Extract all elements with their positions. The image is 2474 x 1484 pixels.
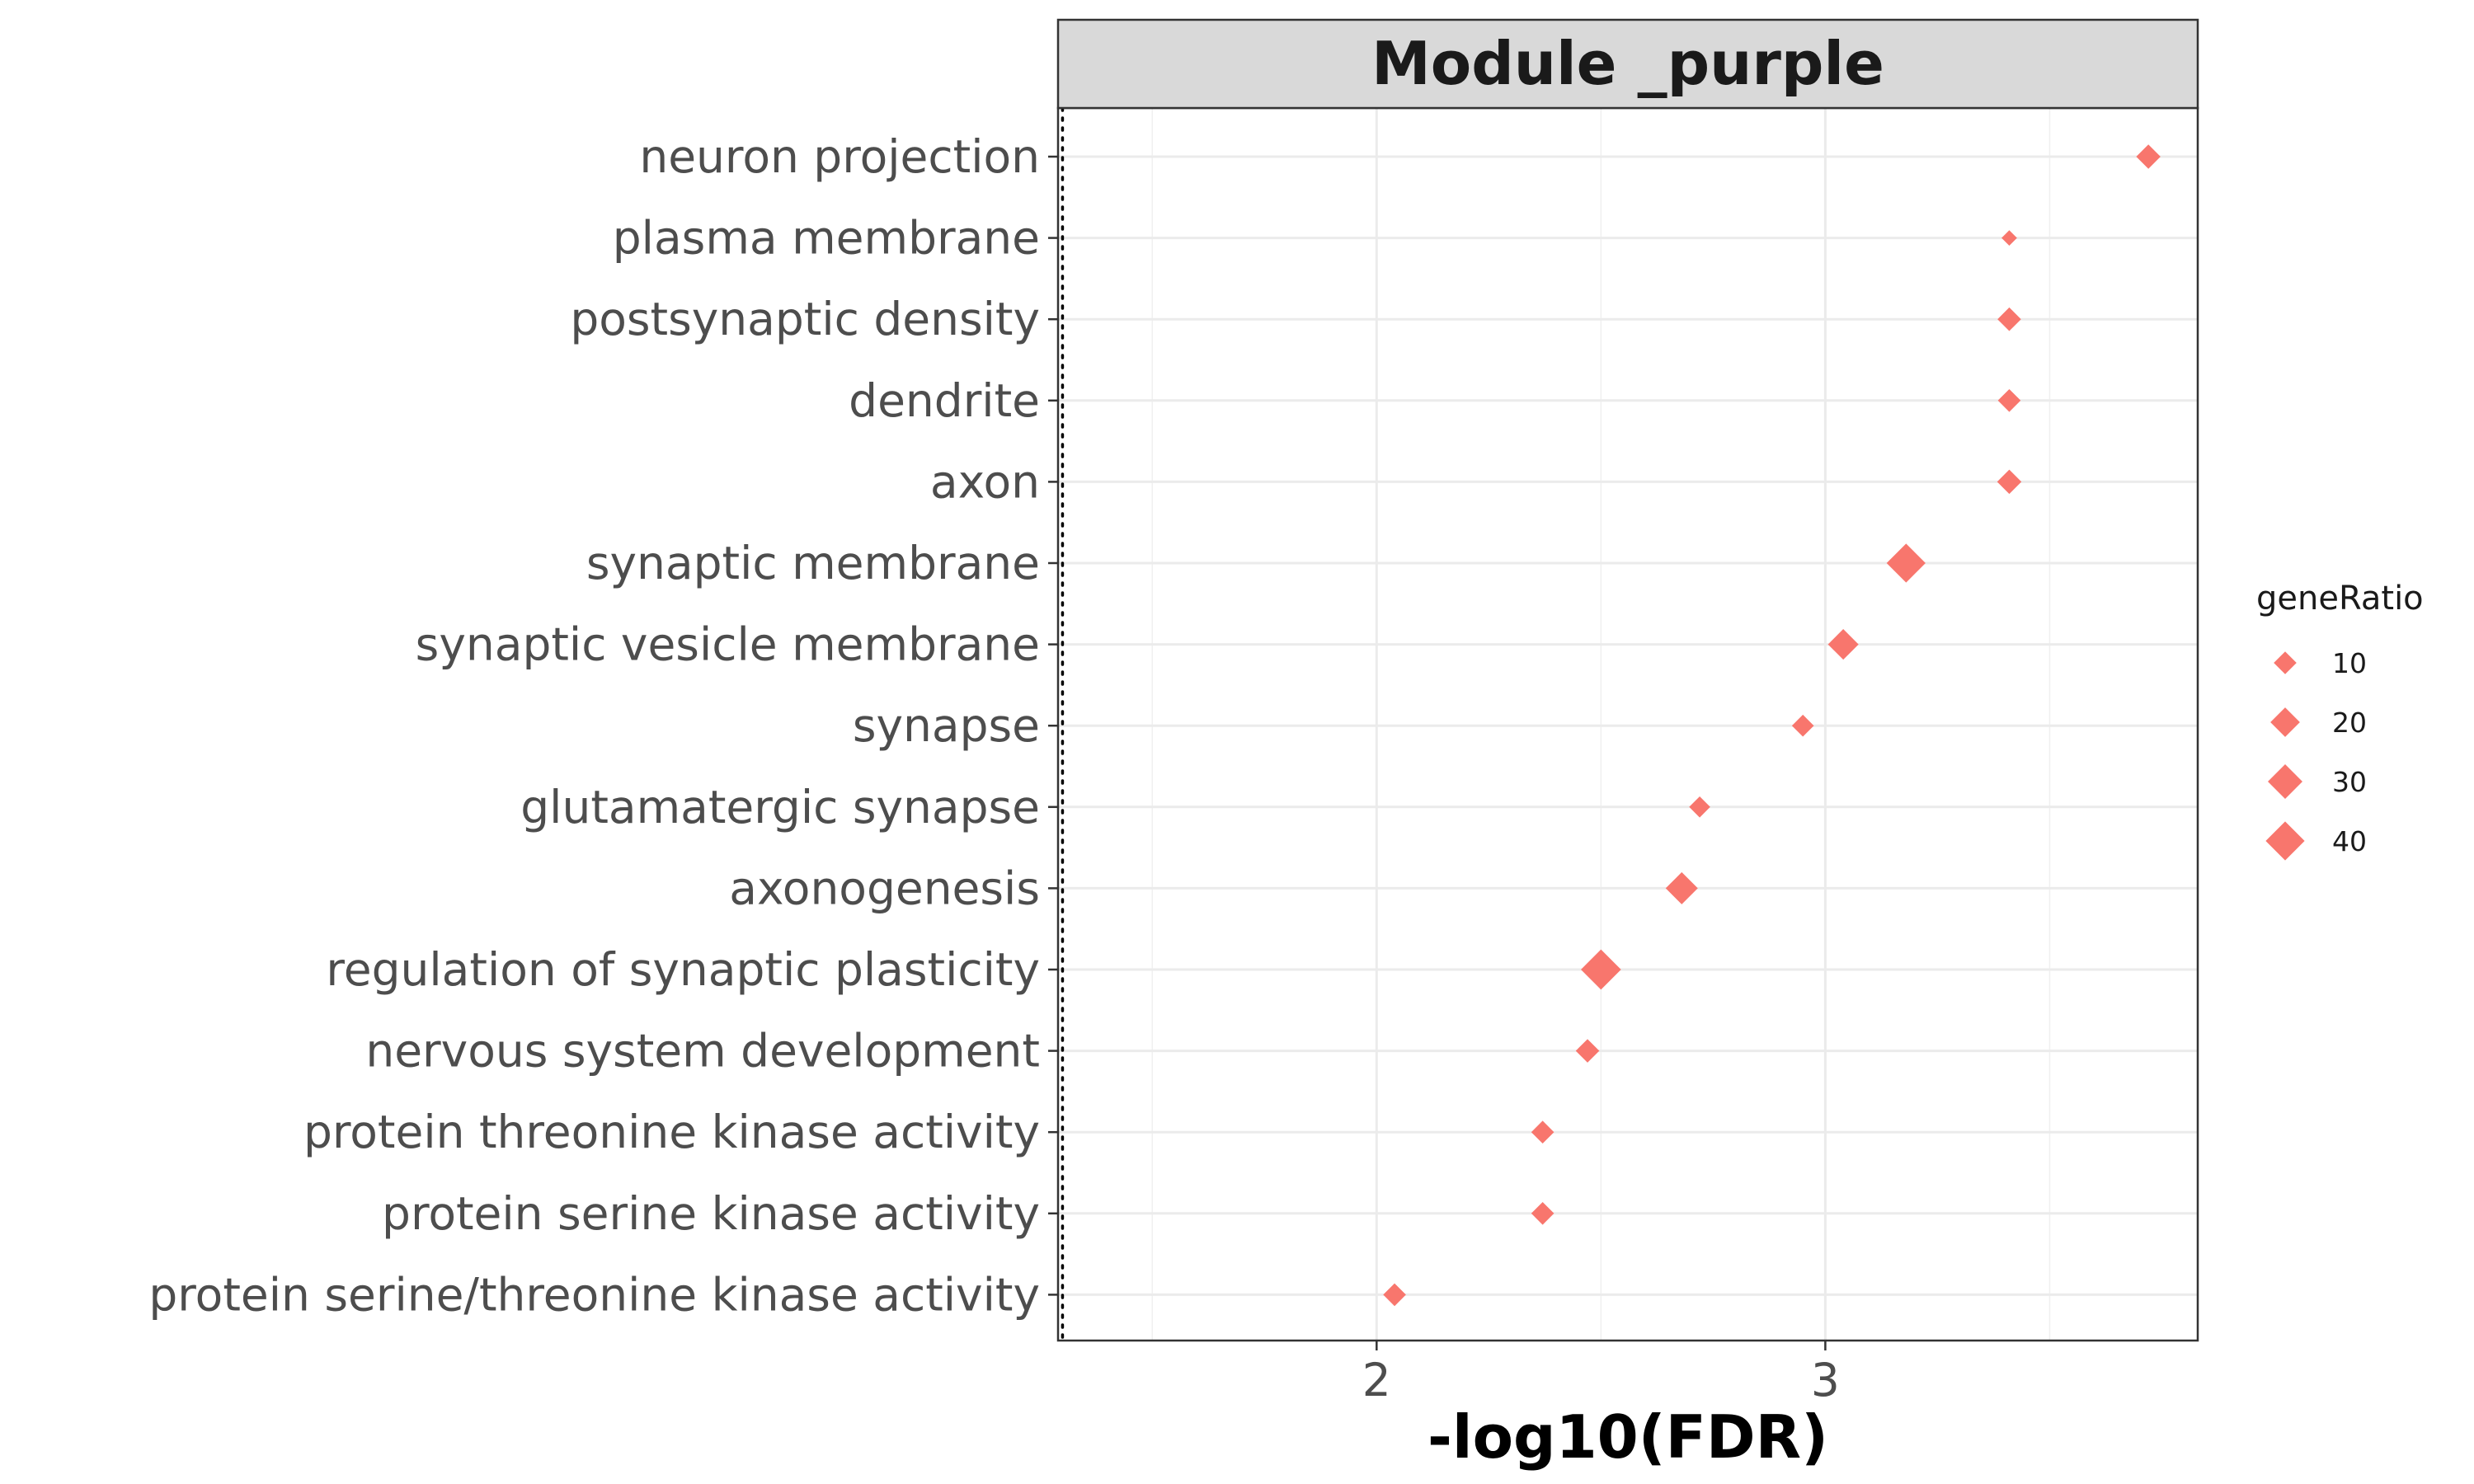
y-tick-labels: neuron projection plasma membrane postsyna… xyxy=(148,130,1058,1321)
y-tick-label: protein threonine kinase activity xyxy=(303,1106,1040,1158)
facet-strip xyxy=(1056,18,2199,110)
data-point xyxy=(1689,796,1710,818)
y-tick-label: protein serine kinase activity xyxy=(382,1187,1040,1240)
y-tick-label: axon xyxy=(930,455,1040,508)
data-point xyxy=(1383,1283,1406,1307)
y-tick-label: glutamatergic synapse xyxy=(520,781,1040,834)
data-point xyxy=(1581,949,1621,990)
legend: geneRatio 10 20 30 40 xyxy=(2256,580,2424,861)
y-tick-label: synapse xyxy=(853,699,1040,752)
data-point xyxy=(1886,543,1926,583)
y-tick-label: synaptic membrane xyxy=(586,537,1040,589)
y-tick-label: plasma membrane xyxy=(613,212,1040,265)
legend-key xyxy=(2270,707,2300,737)
y-tick-label: axonogenesis xyxy=(729,862,1040,914)
plot-panel xyxy=(1058,108,2198,1341)
y-tick-label: dendrite xyxy=(849,374,1040,427)
legend-label: 20 xyxy=(2332,707,2367,739)
data-points xyxy=(1383,144,2161,1307)
legend-key xyxy=(2268,764,2302,799)
legend-title: geneRatio xyxy=(2256,580,2424,618)
x-tick-label: 3 xyxy=(1811,1354,1840,1407)
data-point xyxy=(1997,388,2021,412)
facet-title: Module _purple xyxy=(1371,29,1884,98)
data-point xyxy=(1997,307,2021,331)
data-point xyxy=(1791,714,1814,737)
y-tick-label: synaptic vesicle membrane xyxy=(416,618,1040,671)
legend-label: 30 xyxy=(2332,766,2367,798)
legend-label: 10 xyxy=(2332,647,2367,679)
data-point xyxy=(1827,629,1859,660)
x-tick-label: 2 xyxy=(1362,1354,1391,1407)
legend-label: 40 xyxy=(2332,825,2367,857)
data-point xyxy=(1997,469,2022,495)
data-point xyxy=(1665,871,1698,904)
data-point xyxy=(2001,230,2017,246)
y-tick-label: regulation of synaptic plasticity xyxy=(326,943,1040,996)
panel-background xyxy=(1058,108,2198,1341)
data-point xyxy=(2136,144,2161,169)
data-point xyxy=(1575,1039,1600,1063)
y-tick-label: neuron projection xyxy=(639,130,1040,183)
y-tick-label: protein serine/threonine kinase activity xyxy=(148,1268,1040,1321)
data-point xyxy=(1531,1201,1554,1225)
data-point xyxy=(1531,1120,1554,1144)
legend-key xyxy=(2274,651,2297,674)
x-axis-title: -log10(FDR) xyxy=(1427,1402,1828,1472)
legend-key xyxy=(2265,821,2305,861)
y-tick-label: postsynaptic density xyxy=(570,293,1040,345)
grid-lines xyxy=(1058,108,2198,1341)
y-tick-label: nervous system development xyxy=(365,1025,1040,1078)
